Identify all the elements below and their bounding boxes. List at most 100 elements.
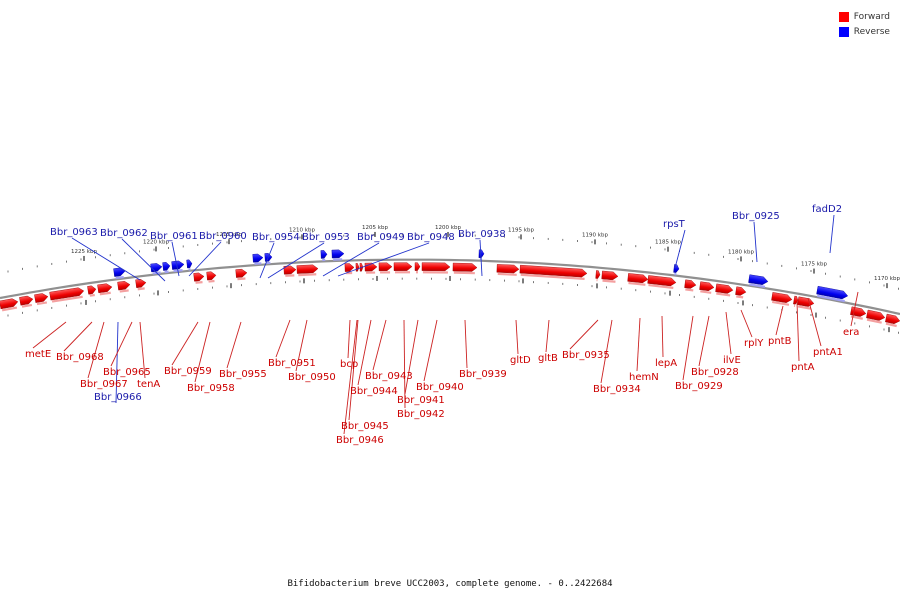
gene-arrow[interactable] xyxy=(283,265,297,275)
forward-gene[interactable] xyxy=(117,281,131,293)
gene-arrow[interactable] xyxy=(331,249,345,259)
gene-arrow[interactable] xyxy=(496,264,520,274)
gene-arrow[interactable] xyxy=(135,279,147,288)
forward-gene-label[interactable]: Bbr_0951 xyxy=(268,358,316,369)
gene-arrow[interactable] xyxy=(97,283,113,294)
forward-gene-label[interactable]: era xyxy=(843,327,859,338)
forward-gene[interactable] xyxy=(715,283,734,297)
forward-gene[interactable] xyxy=(735,286,747,299)
forward-gene-label[interactable]: Bbr_0965 xyxy=(103,367,151,378)
gene-arrow[interactable] xyxy=(519,264,588,278)
reverse-gene-label[interactable]: Bbr_0925 xyxy=(732,211,780,222)
gene-arrow[interactable] xyxy=(866,309,886,322)
forward-gene[interactable] xyxy=(699,281,715,294)
forward-gene[interactable] xyxy=(87,285,97,297)
forward-gene-label[interactable]: metE xyxy=(25,349,51,360)
gene-arrow[interactable] xyxy=(252,253,264,263)
forward-gene[interactable] xyxy=(97,283,113,296)
gene-arrow[interactable] xyxy=(162,262,171,271)
forward-gene-label[interactable]: Bbr_0968 xyxy=(56,352,104,363)
forward-gene[interactable] xyxy=(421,262,451,274)
reverse-gene[interactable] xyxy=(748,274,769,289)
gene-arrow[interactable] xyxy=(816,285,849,300)
reverse-gene-label[interactable]: Bbr_0948 xyxy=(407,232,455,243)
gene-arrow[interactable] xyxy=(296,264,319,274)
reverse-gene[interactable] xyxy=(162,262,171,274)
forward-gene[interactable] xyxy=(206,271,217,283)
forward-gene-label[interactable]: Bbr_0942 xyxy=(397,409,445,420)
gene-arrow[interactable] xyxy=(117,281,131,291)
forward-gene[interactable] xyxy=(355,263,360,272)
forward-gene[interactable] xyxy=(627,273,649,286)
forward-gene-label[interactable]: Bbr_0958 xyxy=(187,383,235,394)
forward-gene-label[interactable]: gltD xyxy=(510,355,531,366)
gene-arrow[interactable] xyxy=(87,285,97,295)
gene-arrow[interactable] xyxy=(235,268,248,278)
forward-gene-label[interactable]: Bbr_0941 xyxy=(397,395,445,406)
forward-gene-label[interactable]: Bbr_0967 xyxy=(80,379,128,390)
forward-gene-label[interactable]: tenA xyxy=(137,379,160,390)
forward-gene-label[interactable]: Bbr_0959 xyxy=(164,366,212,377)
gene-arrow[interactable] xyxy=(378,262,393,272)
forward-gene[interactable] xyxy=(601,270,619,283)
forward-gene-label[interactable]: Bbr_0946 xyxy=(336,435,384,446)
reverse-gene-label[interactable]: Bbr_0963 xyxy=(50,227,98,238)
reverse-gene-label[interactable]: Bbr_0961 xyxy=(150,231,198,242)
reverse-gene-label[interactable]: Bbr_0949 xyxy=(357,232,405,243)
gene-arrow[interactable] xyxy=(344,263,355,272)
gene-arrow[interactable] xyxy=(421,262,451,272)
forward-gene-label[interactable]: bcp xyxy=(340,359,358,370)
forward-gene-label[interactable]: Bbr_0955 xyxy=(219,369,267,380)
reverse-gene-label[interactable]: Bbr_0960 xyxy=(199,231,247,242)
reverse-gene-label[interactable]: rpsT xyxy=(663,219,686,230)
gene-arrow[interactable] xyxy=(478,249,485,258)
gene-arrow[interactable] xyxy=(193,272,205,282)
gene-arrow[interactable] xyxy=(647,275,677,287)
gene-arrow[interactable] xyxy=(414,262,421,271)
forward-gene[interactable] xyxy=(885,313,900,328)
gene-arrow[interactable] xyxy=(673,264,680,273)
gene-arrow[interactable] xyxy=(206,271,217,281)
forward-gene-label[interactable]: Bbr_0944 xyxy=(350,386,398,397)
reverse-gene-label[interactable]: Bbr_0954 xyxy=(252,232,300,243)
gene-arrow[interactable] xyxy=(355,263,360,272)
forward-gene-label[interactable]: pntA xyxy=(791,362,815,373)
gene-arrow[interactable] xyxy=(49,287,85,301)
forward-gene[interactable] xyxy=(797,296,815,310)
forward-gene-label[interactable]: gltB xyxy=(538,353,558,364)
reverse-gene-label[interactable]: fadD2 xyxy=(812,204,842,215)
gene-arrow[interactable] xyxy=(320,250,328,259)
forward-gene[interactable] xyxy=(866,309,886,324)
gene-arrow[interactable] xyxy=(186,259,193,269)
gene-arrow[interactable] xyxy=(113,267,126,277)
gene-arrow[interactable] xyxy=(748,274,769,286)
gene-arrow[interactable] xyxy=(171,260,185,270)
forward-gene-label[interactable]: Bbr_0945 xyxy=(341,421,389,432)
forward-gene[interactable] xyxy=(364,262,378,274)
reverse-gene-label[interactable]: Bbr_0953 xyxy=(302,232,350,243)
forward-gene[interactable] xyxy=(684,279,697,292)
gene-arrow[interactable] xyxy=(19,295,34,306)
forward-gene[interactable] xyxy=(235,268,248,281)
reverse-gene-label[interactable]: Bbr_0962 xyxy=(100,228,148,239)
gene-arrow[interactable] xyxy=(0,298,19,310)
gene-arrow[interactable] xyxy=(699,281,715,292)
reverse-gene[interactable] xyxy=(113,267,126,280)
gene-arrow[interactable] xyxy=(452,262,478,272)
gene-arrow[interactable] xyxy=(735,286,747,296)
reverse-gene[interactable] xyxy=(816,285,849,303)
forward-gene-label[interactable]: rplY xyxy=(744,338,764,349)
forward-gene-label[interactable]: Bbr_0935 xyxy=(562,350,610,361)
forward-gene[interactable] xyxy=(378,262,393,274)
reverse-gene-label[interactable]: Bbr_0938 xyxy=(458,229,506,240)
forward-gene[interactable] xyxy=(414,262,421,274)
reverse-gene[interactable] xyxy=(252,253,264,265)
gene-arrow[interactable] xyxy=(627,273,649,284)
reverse-gene[interactable] xyxy=(331,249,345,261)
gene-arrow[interactable] xyxy=(595,270,601,279)
forward-gene[interactable] xyxy=(496,264,520,276)
gene-arrow[interactable] xyxy=(393,262,413,271)
forward-gene-label[interactable]: Bbr_0940 xyxy=(416,382,464,393)
forward-gene[interactable] xyxy=(0,298,19,312)
forward-gene-label[interactable]: Bbr_0950 xyxy=(288,372,336,383)
